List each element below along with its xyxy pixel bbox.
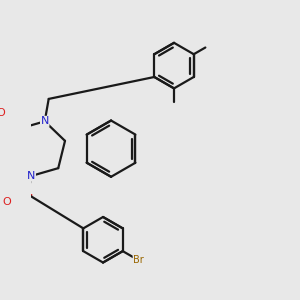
Text: O: O bbox=[0, 108, 5, 118]
Text: Br: Br bbox=[133, 255, 144, 265]
Text: N: N bbox=[27, 171, 35, 181]
Text: O: O bbox=[2, 197, 11, 207]
Text: N: N bbox=[40, 116, 49, 126]
